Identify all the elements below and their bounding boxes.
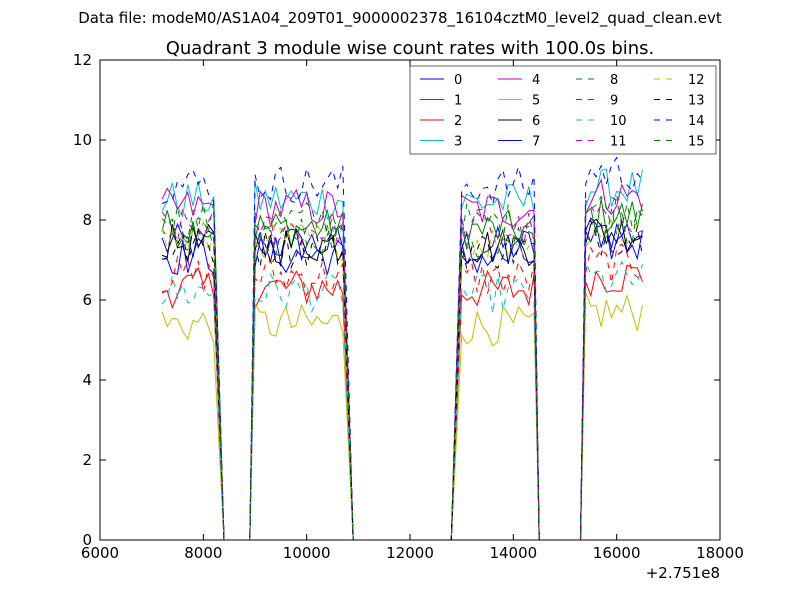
series-line-14	[161, 156, 643, 541]
series-line-10	[161, 260, 643, 541]
y-tick-label: 12	[73, 51, 92, 69]
y-tick-label: 10	[73, 131, 92, 149]
x-tick-label: 16000	[593, 544, 641, 562]
series-line-5	[161, 292, 643, 541]
legend-label-2: 2	[454, 114, 462, 129]
x-tick-label: 14000	[489, 544, 537, 562]
legend-box	[409, 65, 717, 155]
y-tick-label: 4	[82, 371, 92, 389]
legend-label-10: 10	[610, 114, 627, 129]
series-line-11	[161, 196, 643, 541]
legend-label-8: 8	[610, 73, 618, 88]
legend-label-0: 0	[454, 73, 462, 88]
legend-label-7: 7	[532, 135, 540, 150]
x-tick-label: 6000	[81, 544, 119, 562]
x-tick-label: 8000	[184, 544, 222, 562]
x-tick-label: 18000	[696, 544, 744, 562]
y-tick-label: 2	[82, 451, 92, 469]
chart-title: Quadrant 3 module wise count rates with …	[166, 38, 655, 59]
series-line-8	[161, 194, 643, 541]
axes-layer: 6000 8000 10000 12000 14000 16000 180000246810…	[73, 51, 744, 582]
legend-label-4: 4	[532, 73, 540, 88]
x-tick-label: 12000	[386, 544, 434, 562]
y-tick-label: 6	[82, 291, 92, 309]
legend-label-12: 12	[688, 73, 705, 88]
legend-label-14: 14	[688, 114, 705, 129]
figure-suptitle: Data file: modeM0/AS1A04_209T01_90000023…	[78, 9, 722, 28]
legend-label-3: 3	[454, 135, 462, 150]
series-layer	[161, 156, 643, 541]
y-tick-label: 8	[82, 211, 92, 229]
legend-label-11: 11	[610, 135, 627, 150]
legend-label-1: 1	[454, 94, 462, 109]
legend-label-15: 15	[688, 135, 705, 150]
x-offset-label: +2.751e8	[646, 564, 720, 582]
legend-label-13: 13	[688, 94, 705, 109]
x-tick-label: 10000	[283, 544, 331, 562]
legend-label-9: 9	[610, 94, 618, 109]
series-line-15	[161, 206, 643, 541]
y-tick-label: 0	[82, 531, 92, 549]
legend-label-6: 6	[532, 114, 540, 129]
legend-label-5: 5	[532, 94, 540, 109]
